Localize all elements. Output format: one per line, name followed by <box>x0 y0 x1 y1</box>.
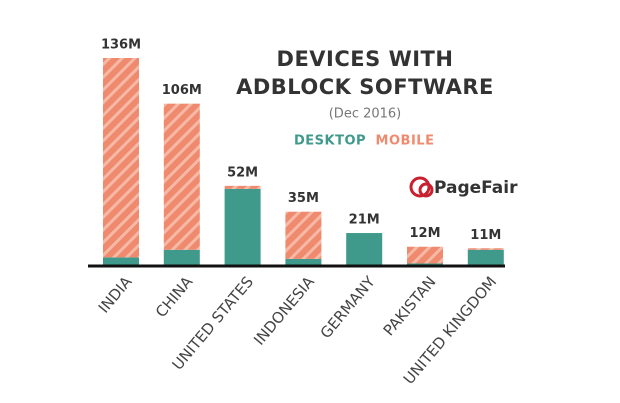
bar-segment <box>163 249 200 265</box>
total-label: 11M <box>470 228 501 243</box>
x-tick-label: INDIA <box>95 272 136 316</box>
x-tick-label: GERMANY <box>317 272 380 342</box>
total-label: 52M <box>227 165 258 180</box>
x-tick-label: PAKISTAN <box>380 273 440 339</box>
bar-segment <box>407 263 443 265</box>
bar-segment <box>103 257 139 265</box>
bar-segment <box>407 246 443 264</box>
bar-segment <box>285 211 322 259</box>
total-label: 106M <box>162 83 202 98</box>
total-label: 12M <box>409 226 440 241</box>
bar-segment <box>163 103 200 250</box>
bar-segment <box>467 249 504 265</box>
bar-segment <box>285 258 322 265</box>
chart-subtitle: (Dec 2016) <box>329 107 402 122</box>
total-label: 21M <box>349 213 380 228</box>
logo-icon <box>409 176 431 198</box>
logo: PageFair <box>409 176 518 198</box>
bar-segment <box>224 188 261 265</box>
bar-segment <box>467 248 504 250</box>
bar-segment <box>346 233 383 265</box>
bar-segment <box>224 185 261 189</box>
chart-title: ADBLOCK SOFTWARE <box>236 75 494 99</box>
x-tick-label: CHINA <box>152 272 197 321</box>
logo-icon <box>418 182 434 198</box>
chart-title: DEVICES WITH <box>277 47 454 71</box>
legend-label: MOBILE <box>376 134 435 149</box>
logo-text: PageFair <box>434 178 518 198</box>
total-label: 136M <box>101 38 141 53</box>
total-label: 35M <box>288 191 319 206</box>
bar-segment <box>103 58 139 258</box>
x-tick-label: INDONESIA <box>250 272 318 348</box>
legend-label: DESKTOP <box>294 134 366 149</box>
